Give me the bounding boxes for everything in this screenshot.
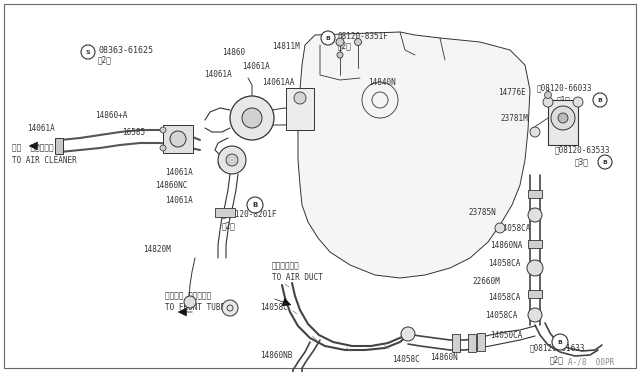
Text: 14058C: 14058C bbox=[392, 356, 420, 365]
Text: S: S bbox=[86, 49, 90, 55]
Bar bbox=[528, 190, 542, 198]
Bar bbox=[452, 334, 460, 352]
Bar bbox=[163, 125, 193, 153]
Text: B: B bbox=[326, 35, 330, 41]
Circle shape bbox=[355, 38, 362, 45]
Circle shape bbox=[495, 223, 505, 233]
Text: エア  クリーナへ: エア クリーナへ bbox=[12, 144, 54, 153]
Circle shape bbox=[573, 97, 583, 107]
Text: （2）: （2） bbox=[338, 42, 352, 51]
Text: 14058C: 14058C bbox=[260, 304, 288, 312]
Bar bbox=[528, 240, 542, 248]
Text: 14860: 14860 bbox=[222, 48, 245, 57]
Text: TO AIR CLEANER: TO AIR CLEANER bbox=[12, 155, 77, 164]
Circle shape bbox=[336, 38, 344, 46]
Circle shape bbox=[337, 52, 343, 58]
Text: （3）: （3） bbox=[575, 157, 589, 167]
Text: 14050CA: 14050CA bbox=[490, 330, 522, 340]
Text: 23781M: 23781M bbox=[500, 113, 528, 122]
Circle shape bbox=[551, 106, 575, 130]
Circle shape bbox=[218, 146, 246, 174]
Text: （2）: （2） bbox=[550, 356, 564, 365]
Circle shape bbox=[530, 127, 540, 137]
Text: TO FRONT TUBE: TO FRONT TUBE bbox=[165, 304, 225, 312]
Circle shape bbox=[543, 97, 553, 107]
Text: 14061A: 14061A bbox=[27, 124, 55, 132]
Bar bbox=[215, 208, 235, 217]
Circle shape bbox=[160, 145, 166, 151]
Text: ⒲08120-8201F: ⒲08120-8201F bbox=[222, 209, 278, 218]
Circle shape bbox=[294, 92, 306, 104]
Circle shape bbox=[528, 308, 542, 322]
Circle shape bbox=[401, 327, 415, 341]
Circle shape bbox=[247, 197, 263, 213]
Text: （1）: （1） bbox=[557, 96, 571, 105]
Text: 22660M: 22660M bbox=[472, 278, 500, 286]
Text: 14820M: 14820M bbox=[143, 246, 171, 254]
Text: 08363-61625: 08363-61625 bbox=[98, 45, 153, 55]
Circle shape bbox=[598, 155, 612, 169]
Circle shape bbox=[552, 334, 568, 350]
Circle shape bbox=[545, 92, 552, 99]
Circle shape bbox=[242, 108, 262, 128]
Text: 14061AA: 14061AA bbox=[262, 77, 294, 87]
Text: 14061A: 14061A bbox=[165, 167, 193, 176]
Text: A-/8  00PR: A-/8 00PR bbox=[568, 357, 614, 366]
Circle shape bbox=[226, 154, 238, 166]
Circle shape bbox=[593, 93, 607, 107]
Text: 14776E: 14776E bbox=[498, 87, 525, 96]
Bar bbox=[548, 100, 578, 145]
Circle shape bbox=[170, 131, 186, 147]
Bar bbox=[286, 88, 314, 130]
Polygon shape bbox=[298, 32, 530, 278]
Text: 14860N: 14860N bbox=[430, 353, 458, 362]
Bar bbox=[468, 334, 476, 352]
Text: TO AIR DUCT: TO AIR DUCT bbox=[272, 273, 323, 282]
Text: 14811M: 14811M bbox=[272, 42, 300, 51]
Text: 14860NA: 14860NA bbox=[490, 241, 522, 250]
Circle shape bbox=[184, 296, 196, 308]
Text: B: B bbox=[598, 97, 602, 103]
Text: 14058CA: 14058CA bbox=[488, 294, 520, 302]
Circle shape bbox=[528, 208, 542, 222]
Text: フロント チューブへ: フロント チューブへ bbox=[165, 292, 211, 301]
Text: 14058CA: 14058CA bbox=[485, 311, 517, 321]
Text: 14840N: 14840N bbox=[368, 77, 396, 87]
Text: エアダクトへ: エアダクトへ bbox=[272, 262, 300, 270]
Text: 14860+A: 14860+A bbox=[95, 110, 127, 119]
Text: B: B bbox=[252, 202, 258, 208]
Bar bbox=[528, 290, 542, 298]
Bar bbox=[477, 333, 485, 351]
Text: 14061A: 14061A bbox=[165, 196, 193, 205]
Text: B: B bbox=[603, 160, 607, 164]
Circle shape bbox=[558, 113, 568, 123]
Text: 14058CA: 14058CA bbox=[498, 224, 531, 232]
Circle shape bbox=[527, 260, 543, 276]
Text: ⒲08120-66033: ⒲08120-66033 bbox=[537, 83, 593, 93]
Text: 14860NB: 14860NB bbox=[260, 350, 292, 359]
Circle shape bbox=[222, 300, 238, 316]
Text: 08120-8351F: 08120-8351F bbox=[338, 32, 389, 41]
Text: 23785N: 23785N bbox=[468, 208, 496, 217]
Circle shape bbox=[230, 96, 274, 140]
Text: 14061A: 14061A bbox=[242, 61, 269, 71]
Text: （2）: （2） bbox=[98, 55, 112, 64]
Text: 14860NC: 14860NC bbox=[155, 180, 188, 189]
Text: B: B bbox=[557, 340, 563, 344]
Text: 14061A: 14061A bbox=[204, 70, 232, 78]
Text: 14058CA: 14058CA bbox=[488, 260, 520, 269]
Bar bbox=[55, 138, 63, 154]
Text: （2）: （2） bbox=[222, 221, 236, 231]
Circle shape bbox=[321, 31, 335, 45]
Text: 16585: 16585 bbox=[122, 128, 145, 137]
Text: ⒲08120-61633: ⒲08120-61633 bbox=[530, 343, 586, 353]
Circle shape bbox=[160, 127, 166, 133]
Text: ⒲08120-63533: ⒲08120-63533 bbox=[555, 145, 611, 154]
